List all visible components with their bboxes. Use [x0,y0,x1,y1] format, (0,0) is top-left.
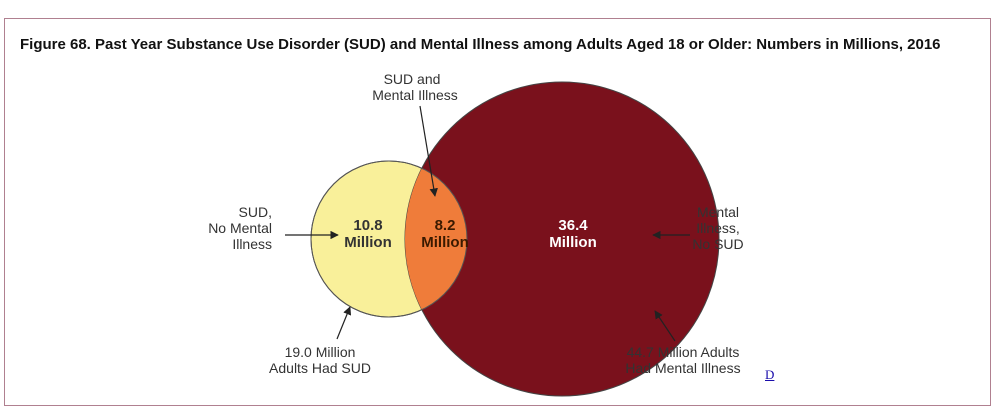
callout-sud-only-line3: Illness [232,236,272,252]
sud-only-value: 10.8 [353,217,382,234]
mental-only-unit: Million [549,234,597,251]
callout-sud-total-line2: Adults Had SUD [269,360,371,376]
mental-only-value: 36.4 [558,217,588,234]
callout-sud-total-arrow [336,306,352,340]
callout-overlap-line2: Mental Illness [372,87,458,103]
overlap-unit: Million [421,234,469,251]
callout-overlap-line1: SUD and [384,71,441,87]
callout-mental-only-line2: Illness, [696,220,740,236]
callout-sud-only-line2: No Mental [208,220,272,236]
figure-title: Figure 68. Past Year Substance Use Disor… [20,36,941,53]
callout-mental-only-line1: Mental [697,204,739,220]
sud-circle-outline [310,160,468,318]
callout-sud-only-line1: SUD, [239,204,272,220]
callout-mental-total-line2: Had Mental Illness [625,360,740,376]
sud-only-unit: Million [344,234,392,251]
callout-mental-total-arrow [654,310,676,342]
callout-overlap-arrow [419,105,438,197]
callout-mental-total-line1: 44.7 Million Adults [627,344,740,360]
callout-mental-only-line3: No SUD [692,236,743,252]
callout-sud-total-line1: 19.0 Million [285,344,356,360]
overlap-value: 8.2 [435,217,456,234]
figure-frame [4,18,991,406]
description-link[interactable]: D [765,367,775,382]
